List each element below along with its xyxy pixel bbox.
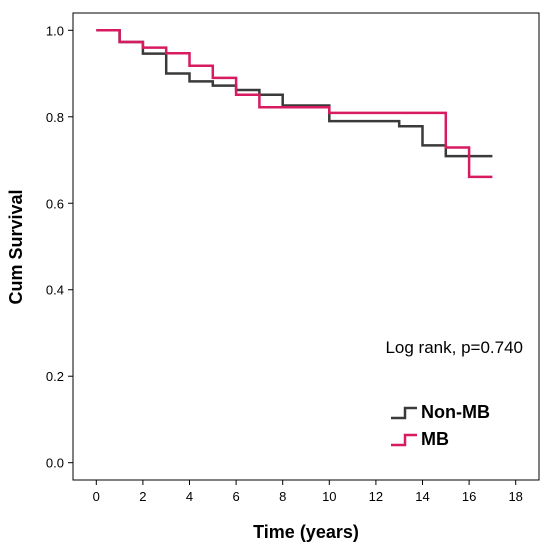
legend-swatch-non-mb — [391, 406, 417, 420]
y-tick-label: 0.2 — [46, 369, 64, 384]
legend-label-non-mb: Non-MB — [421, 402, 490, 422]
x-tick-label: 2 — [139, 489, 146, 504]
x-tick-label: 18 — [508, 489, 522, 504]
y-tick-label: 0.4 — [46, 283, 64, 298]
legend-swatch-mb — [391, 433, 417, 447]
y-tick-label: 0.6 — [46, 196, 64, 211]
y-tick-label: 0.0 — [46, 456, 64, 471]
y-axis-ticks: 0.0 0.2 0.4 0.6 0.8 1.0 — [46, 23, 73, 471]
x-tick-label: 14 — [415, 489, 429, 504]
log-rank-annotation: Log rank, p=0.740 — [385, 338, 523, 357]
y-axis-title: Cum Survival — [6, 189, 26, 304]
series-layer — [96, 29, 493, 179]
x-axis-ticks: 0 2 4 6 8 10 12 14 16 18 — [93, 480, 523, 504]
x-tick-label: 10 — [322, 489, 336, 504]
legend: Non-MB MB — [391, 402, 490, 449]
x-tick-label: 0 — [93, 489, 100, 504]
series-line-non-mb — [96, 29, 493, 158]
x-tick-label: 8 — [279, 489, 286, 504]
y-tick-label: 1.0 — [46, 23, 64, 38]
series-line-mb — [96, 29, 493, 179]
plot-frame — [72, 12, 540, 481]
y-tick-label: 0.8 — [46, 110, 64, 125]
x-tick-label: 6 — [232, 489, 239, 504]
x-axis-title: Time (years) — [253, 522, 359, 542]
legend-label-mb: MB — [421, 429, 449, 449]
x-tick-label: 16 — [462, 489, 476, 504]
x-tick-label: 4 — [186, 489, 193, 504]
x-tick-label: 12 — [369, 489, 383, 504]
